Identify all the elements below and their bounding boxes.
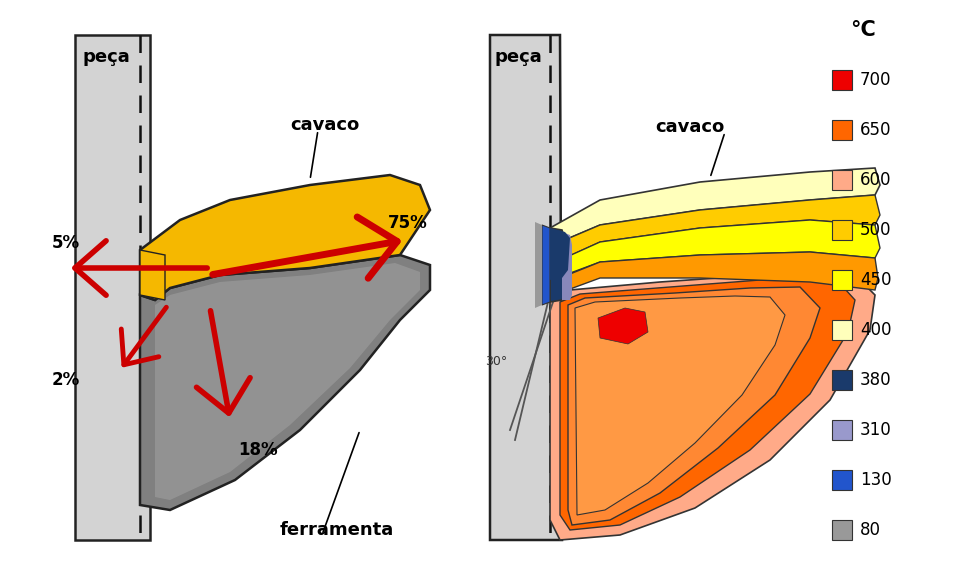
Polygon shape [568, 287, 820, 525]
Polygon shape [490, 35, 562, 540]
Bar [832, 170, 852, 190]
Text: 600: 600 [860, 171, 892, 189]
Bar [832, 70, 852, 90]
Polygon shape [542, 225, 550, 305]
Polygon shape [75, 35, 150, 540]
Text: 400: 400 [860, 321, 892, 339]
Text: cavaco: cavaco [290, 116, 359, 134]
Text: 130: 130 [860, 471, 892, 489]
Bar [832, 520, 852, 540]
Polygon shape [140, 255, 430, 510]
Text: 30°: 30° [485, 355, 507, 368]
Text: peça: peça [495, 48, 542, 66]
Text: 650: 650 [860, 121, 892, 139]
Polygon shape [550, 270, 875, 540]
Polygon shape [550, 168, 880, 248]
Polygon shape [598, 308, 648, 344]
Polygon shape [560, 252, 878, 292]
Text: cavaco: cavaco [655, 118, 724, 136]
Text: 700: 700 [860, 71, 892, 89]
Polygon shape [560, 195, 880, 260]
Text: 450: 450 [860, 271, 892, 289]
Bar [832, 220, 852, 240]
Bar [832, 270, 852, 290]
Polygon shape [155, 263, 420, 500]
Bar [832, 470, 852, 490]
Text: ferramenta: ferramenta [280, 521, 395, 539]
Polygon shape [535, 222, 542, 308]
Text: 5%: 5% [52, 234, 80, 252]
Polygon shape [550, 228, 565, 302]
Bar [832, 420, 852, 440]
Text: 18%: 18% [238, 441, 277, 459]
Text: °C: °C [850, 20, 876, 40]
Bar [832, 370, 852, 390]
Text: 380: 380 [860, 371, 892, 389]
Text: 310: 310 [860, 421, 892, 439]
Text: peça: peça [82, 48, 130, 66]
Polygon shape [140, 250, 165, 300]
Text: 80: 80 [860, 521, 881, 539]
Bar [832, 120, 852, 140]
Polygon shape [560, 220, 880, 278]
Polygon shape [560, 278, 855, 530]
Bar [832, 320, 852, 340]
Polygon shape [562, 232, 572, 300]
Text: 500: 500 [860, 221, 892, 239]
Text: 75%: 75% [388, 214, 428, 232]
Text: 2%: 2% [52, 371, 81, 389]
Polygon shape [550, 228, 570, 280]
Polygon shape [575, 296, 785, 515]
Polygon shape [140, 175, 430, 300]
